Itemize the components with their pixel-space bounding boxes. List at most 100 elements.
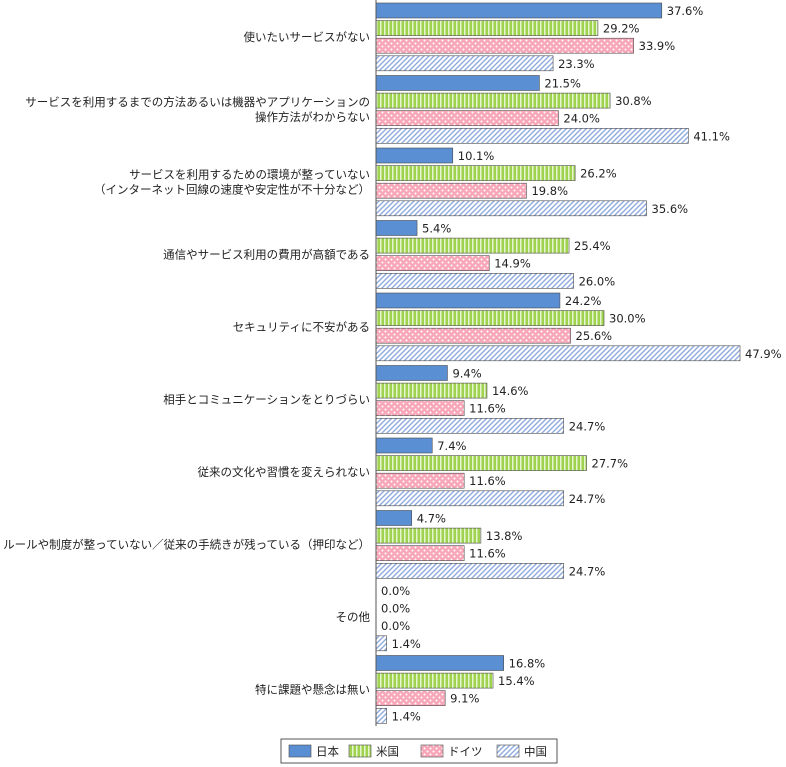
category-label: ルールや制度が整っていない／従来の手続きが残っている（押印など） [3, 537, 370, 551]
category-label: その他 [336, 610, 371, 624]
bar [375, 490, 565, 507]
data-label: 4.7% [417, 512, 446, 526]
data-label: 41.1% [693, 129, 730, 143]
category-label: サービスを利用するための環境が整っていない [129, 167, 370, 181]
bar [375, 310, 605, 326]
data-label: 11.6% [469, 474, 506, 488]
bar [375, 200, 647, 217]
data-label: 23.3% [558, 57, 595, 71]
category-label: 相手とコミュニケーションをとりづらい [163, 392, 370, 406]
bar [375, 400, 465, 417]
category-label: 従来の文化や習慣を変えられない [198, 465, 371, 479]
bar [375, 165, 576, 181]
data-label: 24.2% [565, 294, 602, 308]
data-label: 29.2% [603, 22, 640, 36]
category-label: （インターネット回線の速度や安定性が不十分など） [94, 182, 370, 196]
bar [375, 455, 587, 471]
bar [375, 220, 418, 236]
bar [375, 237, 570, 254]
bar [375, 510, 413, 526]
bar [375, 345, 741, 362]
data-label: 27.7% [592, 457, 629, 471]
bar [375, 472, 465, 489]
bar [375, 437, 433, 454]
bar [375, 2, 663, 19]
bar [375, 527, 482, 544]
data-label: 30.0% [609, 312, 646, 326]
data-label: 24.0% [563, 112, 600, 126]
data-label: 9.4% [452, 367, 481, 381]
data-label: 14.9% [494, 257, 531, 271]
data-label: 0.0% [381, 584, 410, 598]
data-label: 14.6% [492, 384, 529, 398]
legend-swatch [288, 744, 312, 758]
data-label: 9.1% [450, 692, 479, 706]
legend-label: 中国 [524, 745, 547, 759]
category-label: セキュリティに不安がある [233, 320, 370, 334]
labels-layer: 使いたいサービスがない 37.6% 29.2% 33.9% 23.3% サービスを利用する… [3, 4, 782, 723]
data-label: 33.9% [639, 39, 676, 53]
data-label: 13.8% [486, 529, 523, 543]
bar [375, 635, 387, 652]
data-label: 26.2% [580, 167, 617, 181]
bar [375, 128, 689, 144]
bar [375, 562, 565, 579]
bar [375, 382, 488, 399]
data-label: 24.7% [569, 564, 606, 578]
category-label: 特に課題や懸念は無い [255, 682, 370, 696]
data-label: 35.6% [652, 202, 689, 216]
legend-swatch [348, 744, 372, 758]
bar [375, 255, 490, 271]
category-label: 操作方法がわからない [255, 110, 370, 124]
data-label: 11.6% [469, 547, 506, 561]
data-label: 15.4% [498, 674, 535, 688]
category-label: 通信やサービス利用の費用が高額である [163, 247, 370, 261]
data-label: 24.7% [569, 492, 606, 506]
bar [375, 292, 561, 309]
bar [375, 75, 540, 91]
data-label: 11.6% [469, 402, 506, 416]
bar [375, 110, 559, 126]
bar [375, 37, 634, 54]
bar [375, 147, 454, 164]
category-label: サービスを利用するまでの方法あるいは機器やアプリケーションの [25, 95, 370, 109]
bars-layer [375, 2, 741, 724]
bar [375, 417, 565, 434]
bar [375, 672, 494, 689]
bar [375, 655, 504, 671]
legend-swatch [420, 744, 444, 758]
data-label: 25.6% [576, 329, 613, 343]
data-label: 26.0% [579, 274, 616, 288]
legend-label: 米国 [376, 745, 399, 759]
data-label: 5.4% [422, 222, 451, 236]
legend-label: 日本 [316, 745, 339, 759]
legend-swatch [496, 744, 520, 758]
data-label: 37.6% [667, 4, 704, 18]
data-label: 10.1% [458, 149, 495, 163]
data-label: 1.4% [392, 637, 421, 651]
legend: 日本 米国 ドイツ 中国 [280, 738, 558, 764]
data-label: 19.8% [531, 184, 568, 198]
bar [375, 690, 446, 707]
category-label: 使いたいサービスがない [244, 30, 371, 44]
bar [375, 327, 571, 344]
bar [375, 182, 527, 199]
bar [375, 707, 387, 724]
legend-label: ドイツ [448, 745, 483, 759]
bar [375, 272, 574, 289]
bar [375, 365, 448, 381]
bar [375, 55, 554, 72]
data-label: 24.7% [569, 419, 606, 433]
data-label: 25.4% [574, 239, 611, 253]
data-label: 0.0% [381, 602, 410, 616]
bar [375, 545, 465, 562]
bar [375, 92, 611, 109]
data-label: 1.4% [392, 709, 421, 723]
data-label: 0.0% [381, 619, 410, 633]
data-label: 30.8% [615, 94, 652, 108]
bar [375, 20, 599, 36]
data-label: 47.9% [745, 347, 782, 361]
data-label: 16.8% [509, 657, 546, 671]
data-label: 7.4% [437, 439, 466, 453]
